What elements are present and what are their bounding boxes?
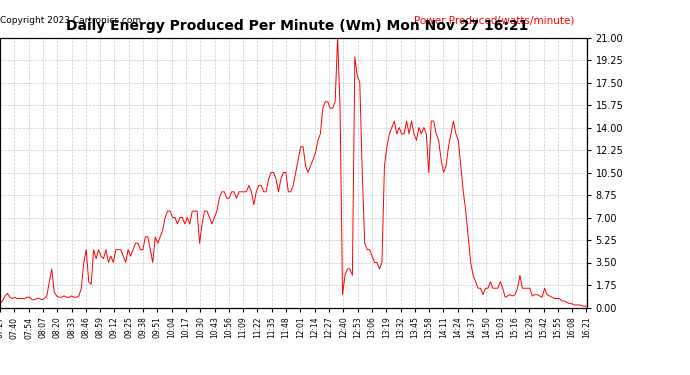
Text: Daily Energy Produced Per Minute (Wm) Mon Nov 27 16:21: Daily Energy Produced Per Minute (Wm) Mo… <box>66 19 528 33</box>
Text: Copyright 2023 Cartronics.com: Copyright 2023 Cartronics.com <box>0 16 141 25</box>
Text: Power Produced(watts/minute): Power Produced(watts/minute) <box>415 16 575 26</box>
